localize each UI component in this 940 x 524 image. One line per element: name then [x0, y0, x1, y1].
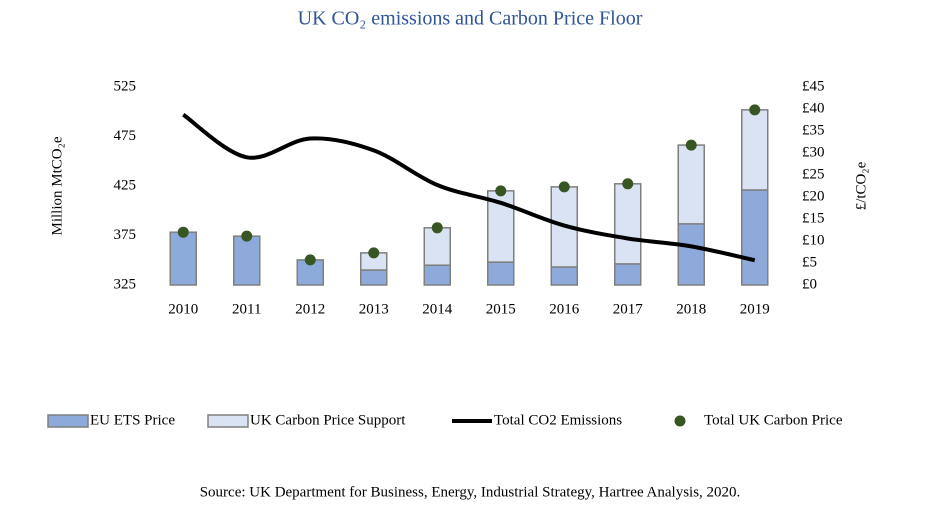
x-tick-label: 2019: [740, 301, 770, 317]
x-tick-label: 2015: [486, 301, 516, 317]
dot: [749, 104, 761, 116]
bar-segment: [487, 261, 515, 286]
dot: [685, 139, 697, 151]
x-tick-label: 2012: [295, 301, 325, 317]
x-tick-label: 2010: [168, 301, 198, 317]
y-tick-label: 325: [114, 276, 137, 292]
bar-segment: [169, 231, 197, 286]
dot: [558, 181, 570, 193]
dot: [304, 254, 316, 266]
bar-segment: [614, 263, 642, 286]
chart-title: UK CO₂ emissions and Carbon Price Floor: [298, 8, 643, 30]
bar-segment: [360, 269, 388, 286]
bar-segment: [233, 235, 261, 286]
y2-tick-label: £10: [802, 232, 825, 248]
y-tick-label: 475: [114, 128, 137, 144]
y2-tick-label: £25: [802, 166, 825, 182]
dot: [622, 178, 634, 190]
y2-tick-label: £30: [802, 144, 825, 160]
y2-tick-label: £45: [802, 78, 825, 94]
bar-segment: [423, 264, 451, 286]
legend-label: UK Carbon Price Support: [250, 412, 406, 428]
y2-tick-label: £5: [802, 254, 817, 270]
bar-segment: [677, 144, 705, 225]
x-tick-label: 2017: [613, 301, 644, 317]
y2-tick-label: £0: [802, 276, 817, 292]
bar-segment: [550, 266, 578, 286]
x-tick-label: 2018: [676, 301, 706, 317]
x-tick-label: 2011: [232, 301, 261, 317]
line: [182, 113, 756, 263]
dot: [495, 185, 507, 197]
dot: [431, 222, 443, 234]
bar-segment: [741, 189, 769, 286]
y-axis-label: Million MtCO₂e: [49, 136, 65, 235]
y2-tick-label: £35: [802, 122, 825, 138]
y2-tick-label: £20: [802, 188, 825, 204]
legend-swatch: [47, 414, 89, 428]
y-tick-label: 525: [114, 78, 137, 94]
bar-segment: [677, 223, 705, 286]
legend-label: Total CO2 Emissions: [494, 412, 622, 428]
legend-label: Total UK Carbon Price: [704, 412, 843, 428]
bar-segment: [741, 109, 769, 191]
y-tick-label: 375: [114, 227, 137, 243]
bar-segment: [614, 183, 642, 265]
bar-segment: [423, 227, 451, 266]
legend-swatch: [207, 414, 249, 428]
y2-tick-label: £40: [802, 100, 825, 116]
source-note: Source: UK Department for Business, Ener…: [200, 484, 741, 500]
y2-axis-label: £/tCO₂e: [853, 161, 869, 210]
legend-swatch: [674, 415, 686, 427]
x-tick-label: 2014: [422, 301, 453, 317]
y2-tick-label: £15: [802, 210, 825, 226]
y-tick-label: 425: [114, 177, 137, 193]
dot: [368, 247, 380, 259]
x-tick-label: 2013: [359, 301, 389, 317]
dot: [177, 226, 189, 238]
dot: [241, 230, 253, 242]
x-tick-label: 2016: [549, 301, 580, 317]
legend-label: EU ETS Price: [90, 412, 175, 428]
